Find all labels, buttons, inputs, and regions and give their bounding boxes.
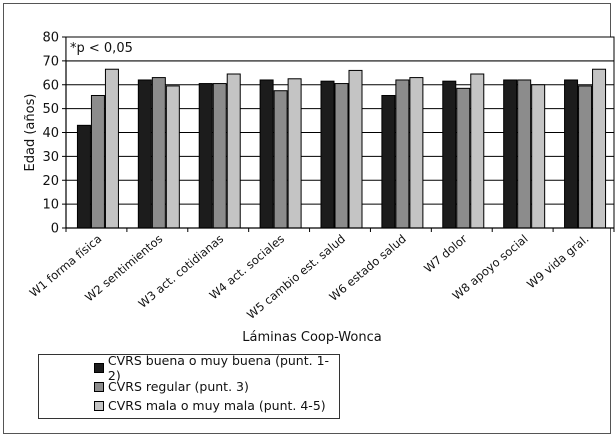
legend-item: CVRS buena o muy buena (punt. 1-2) bbox=[94, 353, 339, 383]
y-tick-label: 30 bbox=[42, 150, 59, 165]
bar bbox=[165, 85, 180, 229]
bar bbox=[409, 77, 424, 229]
y-tick-label: 0 bbox=[51, 222, 59, 237]
y-tick-label: 50 bbox=[42, 102, 59, 117]
bar bbox=[76, 124, 91, 229]
category-label: W5 cambio est. salud bbox=[244, 232, 348, 322]
bar bbox=[564, 79, 579, 229]
legend-swatch bbox=[94, 381, 104, 392]
bar bbox=[151, 77, 166, 229]
bar bbox=[273, 90, 288, 229]
bar bbox=[592, 68, 607, 229]
bar bbox=[517, 79, 532, 229]
bar bbox=[470, 73, 485, 229]
y-tick-label: 60 bbox=[42, 78, 59, 93]
bar bbox=[137, 79, 152, 229]
y-tick-label: 10 bbox=[42, 198, 59, 213]
bar bbox=[212, 83, 227, 229]
bar bbox=[259, 79, 274, 229]
y-tick-label: 80 bbox=[42, 31, 59, 46]
y-axis-title: Edad (años) bbox=[23, 94, 38, 172]
bar bbox=[104, 68, 119, 229]
legend-item: CVRS mala o muy mala (punt. 4-5) bbox=[94, 396, 339, 415]
x-axis-title: Láminas Coop-Wonca bbox=[242, 330, 381, 345]
bar bbox=[90, 94, 105, 229]
significance-note: *p < 0,05 bbox=[70, 41, 133, 56]
category-label: W7 dolor bbox=[421, 231, 470, 275]
y-tick-label: 20 bbox=[42, 174, 59, 189]
bar bbox=[348, 69, 363, 229]
legend-label: CVRS mala o muy mala (punt. 4-5) bbox=[108, 398, 326, 413]
note-box bbox=[65, 36, 615, 62]
legend-label: CVRS buena o muy buena (punt. 1-2) bbox=[107, 352, 330, 383]
bar bbox=[503, 79, 518, 229]
y-tick-label: 70 bbox=[42, 54, 59, 69]
category-label: W9 vida gral. bbox=[524, 232, 591, 292]
bar bbox=[395, 79, 410, 229]
legend-item: CVRS regular (punt. 3) bbox=[94, 377, 339, 396]
bar bbox=[226, 73, 241, 229]
legend-label: CVRS regular (punt. 3) bbox=[108, 379, 249, 394]
legend-swatch bbox=[94, 362, 104, 373]
legend-swatch bbox=[94, 400, 104, 411]
bar bbox=[198, 83, 213, 229]
bar bbox=[578, 85, 593, 229]
bar bbox=[320, 80, 335, 229]
y-tick-label: 40 bbox=[42, 126, 59, 141]
bar bbox=[531, 84, 546, 229]
bar bbox=[287, 78, 302, 229]
bar bbox=[381, 94, 396, 229]
bar bbox=[456, 87, 471, 229]
bar bbox=[334, 83, 349, 229]
bar bbox=[442, 80, 457, 229]
legend: CVRS buena o muy buena (punt. 1-2) CVRS … bbox=[38, 353, 340, 419]
